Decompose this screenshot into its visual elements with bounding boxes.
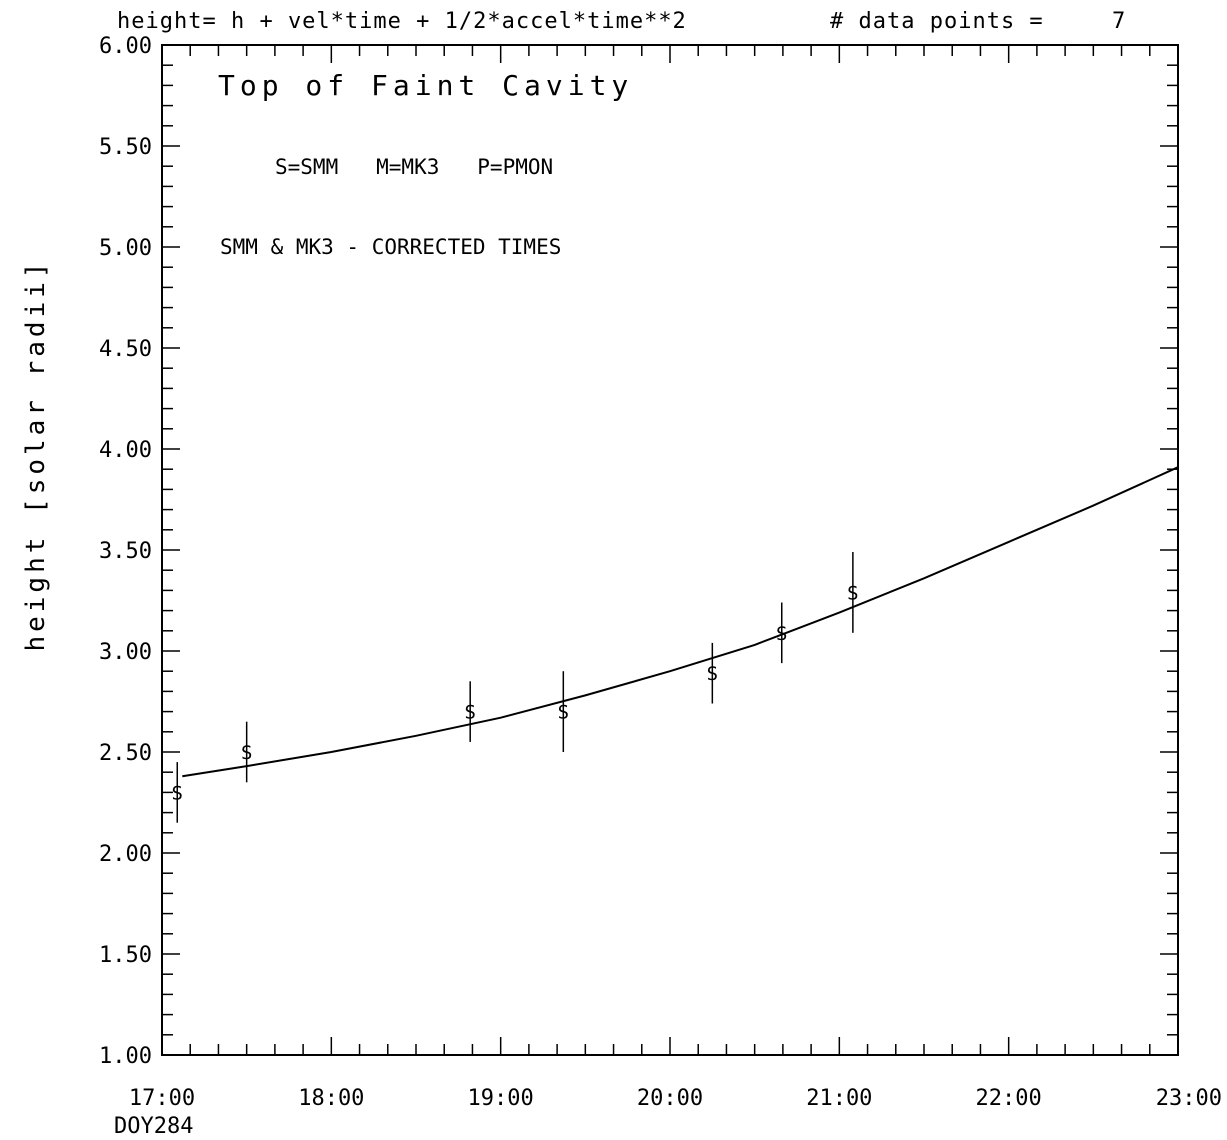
x-tick-labels: 17:00 18:00 19:00 20:00 21:00 22:00 23:00 [129, 1086, 1222, 1111]
data-point-marker: S [558, 702, 569, 724]
axis-ticks [162, 45, 1178, 1055]
y-tick-label: 6.00 [99, 34, 152, 59]
y-tick-label: 5.00 [99, 236, 152, 261]
header-points-label: # data points = [830, 9, 1044, 34]
x-tick-label: 17:00 [129, 1086, 195, 1111]
y-tick-label: 3.00 [99, 640, 152, 665]
x-tick-label: 19:00 [468, 1086, 534, 1111]
y-axis-label: height [solar radii] [21, 258, 51, 651]
chart-title: Top of Faint Cavity [218, 69, 633, 102]
x-tick-label: 21:00 [806, 1086, 872, 1111]
plot-frame [162, 45, 1178, 1055]
y-tick-label: 1.50 [99, 943, 152, 968]
data-point-marker: S [464, 702, 475, 724]
y-tick-label: 2.50 [99, 741, 152, 766]
data-point-marker: S [776, 623, 787, 645]
data-point-marker: S [707, 663, 718, 685]
y-tick-label: 1.00 [99, 1044, 152, 1069]
legend-annotation: S=SMM M=MK3 P=PMON [275, 155, 553, 179]
data-points: S S S S S S S [172, 552, 859, 823]
data-point-marker: S [847, 582, 858, 604]
y-tick-label: 4.00 [99, 438, 152, 463]
y-tick-label: 5.50 [99, 135, 152, 160]
x-axis-sublabel: DOY284 [114, 1114, 193, 1139]
x-tick-label: 18:00 [298, 1086, 364, 1111]
x-tick-label: 23:00 [1156, 1086, 1222, 1111]
y-tick-label: 3.50 [99, 539, 152, 564]
data-point-marker: S [241, 742, 252, 764]
x-tick-label: 22:00 [976, 1086, 1042, 1111]
x-tick-label: 20:00 [637, 1086, 703, 1111]
fit-curve [182, 467, 1178, 776]
corrected-times-annotation: SMM & MK3 - CORRECTED TIMES [220, 235, 561, 259]
y-tick-label: 2.00 [99, 842, 152, 867]
y-tick-labels: 1.00 1.50 2.00 2.50 3.00 3.50 4.00 4.50 5.00 5.50… [99, 34, 152, 1069]
data-point-marker: S [172, 782, 183, 804]
y-tick-label: 4.50 [99, 337, 152, 362]
header-formula: height= h + vel*time + 1/2*accel*time**2 [117, 9, 687, 34]
header-points-value: 7 [1112, 9, 1126, 34]
